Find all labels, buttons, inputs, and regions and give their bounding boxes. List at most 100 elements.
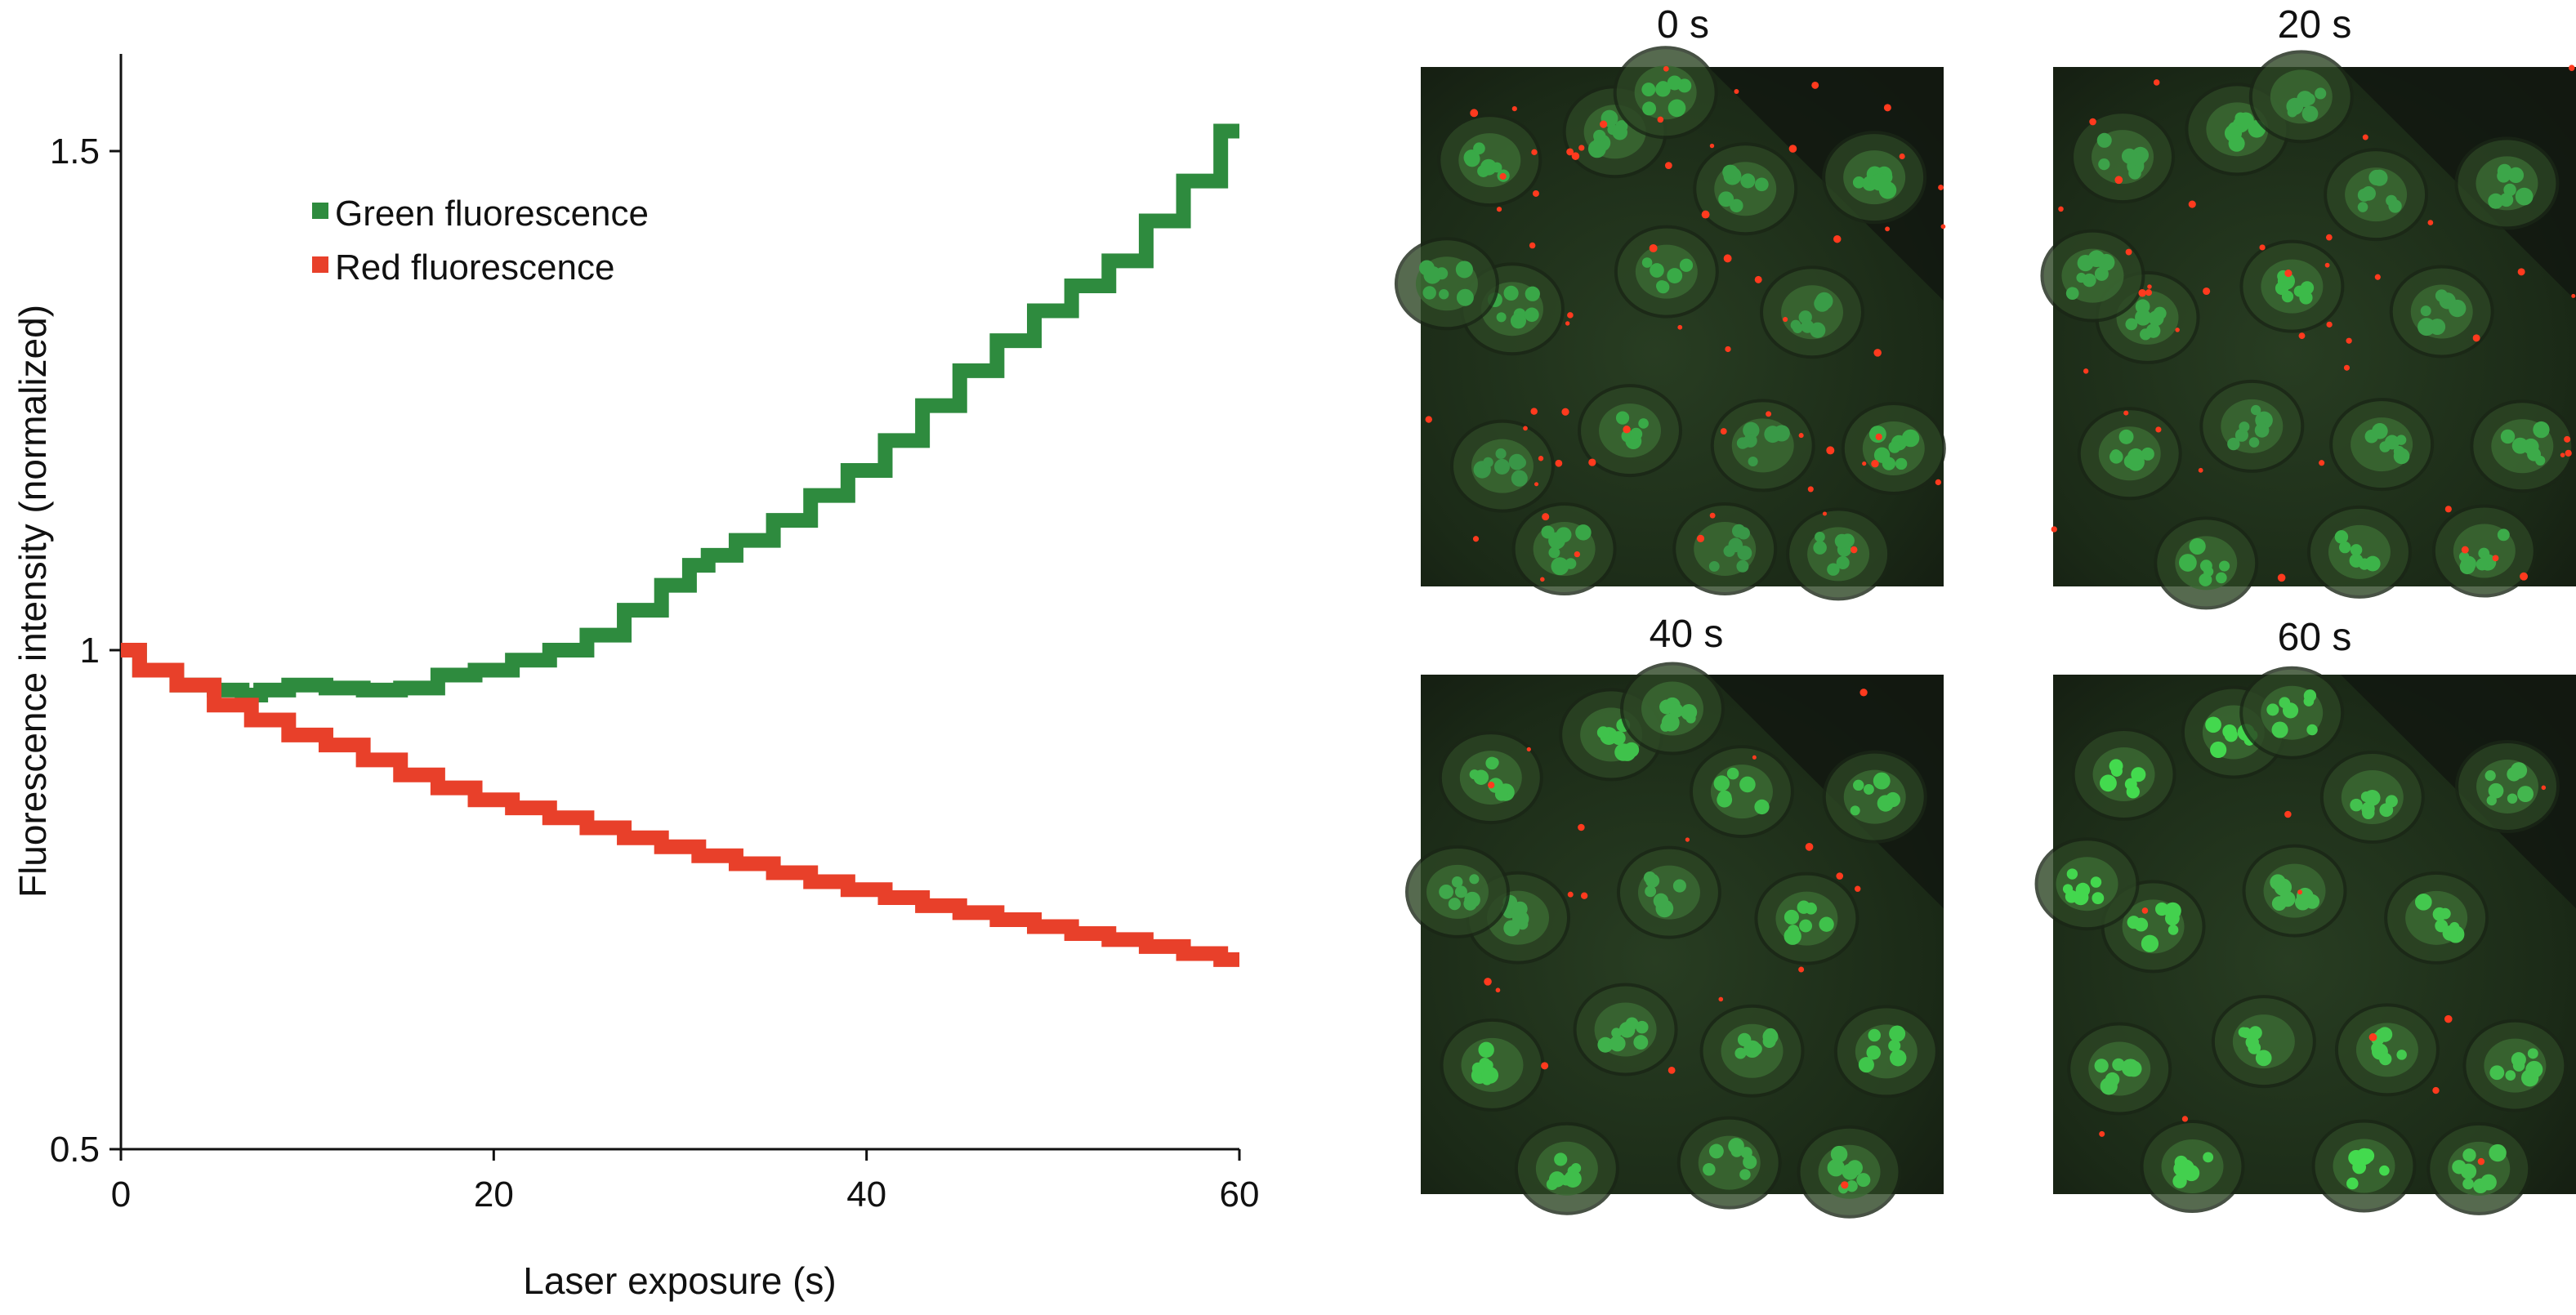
red-puncta: [1720, 428, 1727, 435]
nucleolus-spot: [2507, 793, 2518, 804]
red-puncta: [1833, 234, 1842, 243]
red-puncta: [1532, 190, 1539, 197]
nucleolus-spot: [2533, 421, 2550, 439]
y-tick-label-1: 1: [80, 631, 100, 671]
nucleolus-spot: [2141, 934, 2159, 952]
nucleolus-spot: [1740, 1147, 1752, 1159]
nucleolus-spot: [2460, 555, 2476, 572]
nucleolus-spot: [1456, 288, 1474, 306]
red-puncta: [2444, 506, 2452, 513]
legend-label-green: Green fluorescence: [335, 194, 649, 234]
nucleolus-spot: [2346, 1177, 2359, 1190]
red-puncta: [1875, 433, 1882, 440]
nucleolus-spot: [1609, 1035, 1626, 1052]
nucleolus-spot: [1873, 447, 1891, 463]
nucleolus-spot: [2287, 107, 2297, 118]
red-puncta: [1496, 207, 1502, 212]
nucleolus-spot: [1645, 885, 1657, 898]
nucleolus-spot: [1512, 901, 1528, 916]
red-puncta: [2541, 785, 2547, 791]
red-puncta: [2362, 134, 2368, 140]
nucleolus-spot: [1728, 1138, 1744, 1154]
nucleolus-spot: [1469, 874, 1480, 885]
red-puncta: [1734, 88, 1739, 94]
nucleolus-spot: [1454, 885, 1467, 898]
nucleolus-spot: [2393, 445, 2405, 457]
nucleolus-spot: [2420, 305, 2431, 317]
red-puncta: [2432, 1086, 2440, 1094]
red-puncta: [1940, 224, 1946, 230]
nucleolus-spot: [1672, 879, 1686, 893]
nucleolus-spot: [1478, 1041, 1494, 1059]
nucleolus-spot: [1858, 1057, 1874, 1073]
nucleolus-spot: [1439, 884, 1454, 899]
nucleolus-spot: [2097, 253, 2115, 271]
red-puncta: [1541, 1062, 1549, 1070]
nucleolus-spot: [2109, 759, 2123, 773]
nucleolus-spot: [2439, 907, 2451, 920]
red-puncta: [1530, 408, 1538, 415]
nucleolus-spot: [1656, 280, 1668, 292]
nucleolus-spot: [1618, 743, 1636, 761]
red-puncta: [1862, 461, 1867, 466]
nucleolus-spot: [2164, 902, 2181, 920]
y-axis-title: Fluorescence intensity (normalized): [11, 305, 54, 898]
red-puncta: [1709, 512, 1716, 519]
nucleolus-spot: [2431, 319, 2445, 334]
nucleolus-spot: [2515, 187, 2534, 206]
red-puncta: [2099, 1130, 2105, 1137]
red-puncta: [2461, 546, 2469, 554]
red-puncta: [2153, 79, 2160, 86]
red-puncta: [1472, 536, 1480, 542]
red-puncta: [1826, 446, 1835, 455]
nucleolus-spot: [1734, 1047, 1747, 1059]
nucleolus-spot: [2239, 421, 2250, 433]
nucleolus-spot: [1813, 541, 1827, 555]
red-puncta: [1488, 782, 1495, 789]
red-puncta: [2123, 410, 2129, 416]
nucleolus-spot: [1525, 307, 1539, 323]
red-puncta: [1766, 411, 1772, 417]
nucleolus-spot: [2460, 1163, 2477, 1179]
y-tick-label-0.5: 0.5: [50, 1130, 100, 1170]
nucleolus-spot: [1846, 1180, 1858, 1192]
nucleolus-spot: [2364, 789, 2381, 806]
red-puncta: [1851, 546, 1858, 554]
nucleolus-spot: [1494, 787, 1508, 801]
nucleolus-spot: [2254, 423, 2270, 438]
red-puncta: [1663, 65, 1669, 72]
red-puncta: [2138, 289, 2146, 297]
nucleolus-spot: [2507, 767, 2521, 782]
nucleolus-spot: [1511, 470, 1528, 487]
nucleolus-spot: [1473, 769, 1489, 785]
nucleolus-spot: [1482, 1059, 1493, 1071]
nucleolus-spot: [2379, 1165, 2390, 1176]
nucleolus-spot: [2507, 167, 2525, 184]
y-ticks: 0.5 1 1.5: [50, 132, 121, 1170]
nucleolus-spot: [2077, 254, 2094, 272]
nucleolus-spot: [2066, 868, 2078, 880]
nucleolus-spot: [2065, 287, 2079, 301]
red-puncta: [1859, 689, 1868, 697]
red-puncta: [1571, 152, 1580, 160]
microscopy-panels: 0 s 20 s 40 s 60 s: [1394, 3, 2576, 1219]
nucleolus-spot: [2517, 786, 2534, 802]
red-puncta: [1425, 416, 1432, 423]
micrograph-20s: [2040, 50, 2576, 610]
nucleolus-spot: [1496, 312, 1507, 323]
nucleolus-spot: [1805, 903, 1817, 915]
nucleolus-spot: [1611, 731, 1626, 746]
nucleolus-spot: [2527, 447, 2542, 461]
nucleolus-spot: [2301, 105, 2319, 123]
nucleolus-spot: [2500, 429, 2516, 444]
red-puncta: [2517, 268, 2525, 276]
nucleolus-spot: [1737, 546, 1752, 561]
red-puncta: [1566, 148, 1574, 156]
nucleolus-spot: [1889, 1025, 1906, 1042]
nucleolus-spot: [1653, 893, 1669, 909]
red-puncta: [2492, 555, 2499, 562]
red-puncta: [2198, 467, 2203, 473]
nucleolus-spot: [1703, 1163, 1716, 1176]
red-puncta: [1725, 345, 1731, 353]
nucleolus-spot: [2415, 894, 2432, 911]
